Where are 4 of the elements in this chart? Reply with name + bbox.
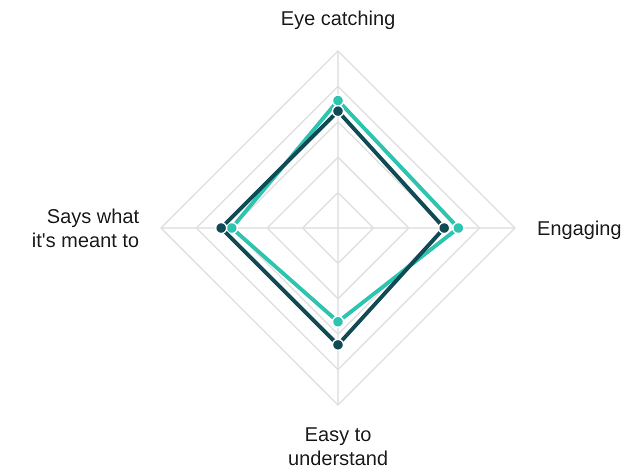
spoke-label: Engaging: [537, 218, 622, 240]
spoke-label: Says what it's meant to: [32, 206, 140, 252]
spoke-label: Eye catching: [280, 8, 396, 30]
spoke-label: Easy to understand: [288, 424, 388, 470]
